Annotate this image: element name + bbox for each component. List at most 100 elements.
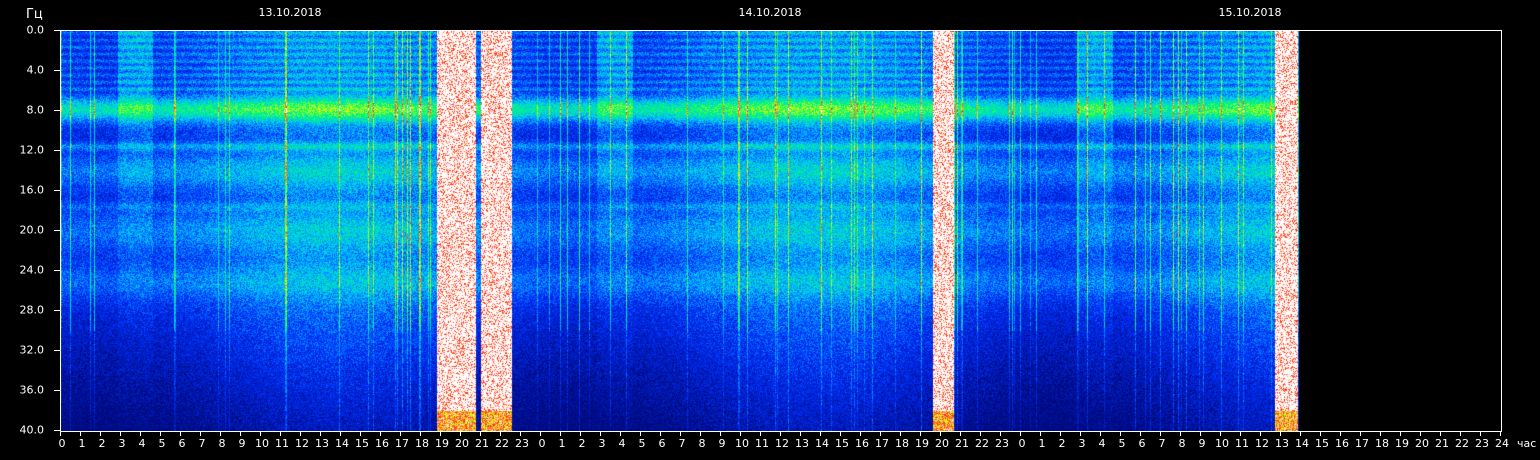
x-tick-label: 0 xyxy=(538,437,546,450)
y-tick xyxy=(54,390,60,391)
x-tick xyxy=(1260,431,1261,436)
x-tick xyxy=(1180,431,1181,436)
x-tick-label: 12 xyxy=(295,437,309,450)
x-tick xyxy=(520,431,521,436)
x-tick-label: 8 xyxy=(698,437,706,450)
x-tick xyxy=(500,431,501,436)
x-tick-label: 18 xyxy=(895,437,909,450)
y-tick xyxy=(54,190,60,191)
x-tick-label: 6 xyxy=(1138,437,1146,450)
x-tick xyxy=(280,431,281,436)
x-tick xyxy=(320,431,321,436)
y-tick-label: 12.0 xyxy=(19,143,45,157)
y-tick-label: 36.0 xyxy=(19,383,45,397)
x-tick-label: 19 xyxy=(1395,437,1409,450)
y-tick-label: 32.0 xyxy=(19,343,45,357)
x-tick xyxy=(660,431,661,436)
x-tick xyxy=(420,431,421,436)
x-tick-label: 4 xyxy=(1098,437,1106,450)
x-tick xyxy=(100,431,101,436)
x-tick-label: 2 xyxy=(1058,437,1066,450)
x-tick-label: 17 xyxy=(875,437,889,450)
x-tick-label: 18 xyxy=(1375,437,1389,450)
x-tick-label: 21 xyxy=(475,437,489,450)
spectrogram-plot xyxy=(60,30,1502,432)
x-tick xyxy=(580,431,581,436)
x-tick xyxy=(740,431,741,436)
x-tick xyxy=(120,431,121,436)
y-tick-label: 8.0 xyxy=(26,103,45,117)
x-tick xyxy=(1380,431,1381,436)
x-tick xyxy=(1060,431,1061,436)
x-tick xyxy=(1040,431,1041,436)
x-tick xyxy=(400,431,401,436)
x-tick-label: 10 xyxy=(735,437,749,450)
x-tick-label: 9 xyxy=(1198,437,1206,450)
x-tick xyxy=(240,431,241,436)
x-tick-label: 24 xyxy=(1495,437,1509,450)
x-tick xyxy=(200,431,201,436)
x-tick xyxy=(220,431,221,436)
x-tick-label: 21 xyxy=(955,437,969,450)
x-tick xyxy=(860,431,861,436)
x-tick xyxy=(920,431,921,436)
x-tick-label: 20 xyxy=(935,437,949,450)
x-tick xyxy=(880,431,881,436)
x-tick xyxy=(760,431,761,436)
x-tick xyxy=(720,431,721,436)
x-axis-unit: час xyxy=(1517,437,1537,450)
date-label: 14.10.2018 xyxy=(738,6,802,19)
x-tick xyxy=(980,431,981,436)
x-tick xyxy=(1420,431,1421,436)
x-tick-label: 13 xyxy=(795,437,809,450)
x-tick xyxy=(1000,431,1001,436)
x-tick-label: 7 xyxy=(198,437,206,450)
x-tick xyxy=(800,431,801,436)
x-tick xyxy=(960,431,961,436)
x-tick-label: 11 xyxy=(755,437,769,450)
x-tick-label: 7 xyxy=(1158,437,1166,450)
x-tick xyxy=(1100,431,1101,436)
x-tick-label: 23 xyxy=(995,437,1009,450)
x-tick xyxy=(1160,431,1161,436)
x-tick-label: 13 xyxy=(315,437,329,450)
x-tick-label: 1 xyxy=(1038,437,1046,450)
x-tick xyxy=(1280,431,1281,436)
x-tick-label: 14 xyxy=(335,437,349,450)
x-tick xyxy=(620,431,621,436)
x-tick-label: 16 xyxy=(855,437,869,450)
x-tick xyxy=(160,431,161,436)
y-tick xyxy=(54,350,60,351)
date-label: 13.10.2018 xyxy=(258,6,322,19)
x-tick xyxy=(260,431,261,436)
x-tick-label: 11 xyxy=(275,437,289,450)
x-tick xyxy=(60,431,61,436)
x-tick xyxy=(460,431,461,436)
y-tick-label: 0.0 xyxy=(26,23,45,37)
x-tick xyxy=(380,431,381,436)
x-tick xyxy=(440,431,441,436)
x-tick-label: 4 xyxy=(138,437,146,450)
y-tick xyxy=(54,30,60,31)
x-tick-label: 6 xyxy=(178,437,186,450)
x-tick-label: 22 xyxy=(495,437,509,450)
x-tick xyxy=(540,431,541,436)
x-tick-label: 0 xyxy=(1018,437,1026,450)
y-tick xyxy=(54,70,60,71)
x-tick xyxy=(1500,431,1501,436)
x-tick-label: 7 xyxy=(678,437,686,450)
x-tick-label: 15 xyxy=(835,437,849,450)
x-tick-label: 17 xyxy=(395,437,409,450)
y-tick-label: 4.0 xyxy=(26,63,45,77)
x-tick-label: 15 xyxy=(1315,437,1329,450)
x-tick xyxy=(640,431,641,436)
x-tick-label: 20 xyxy=(1415,437,1429,450)
y-tick-label: 40.0 xyxy=(19,423,45,437)
x-tick-label: 10 xyxy=(1215,437,1229,450)
x-tick-label: 16 xyxy=(1335,437,1349,450)
x-tick xyxy=(180,431,181,436)
x-tick xyxy=(1400,431,1401,436)
y-tick-label: 24.0 xyxy=(19,263,45,277)
x-tick xyxy=(360,431,361,436)
x-tick-label: 12 xyxy=(1255,437,1269,450)
